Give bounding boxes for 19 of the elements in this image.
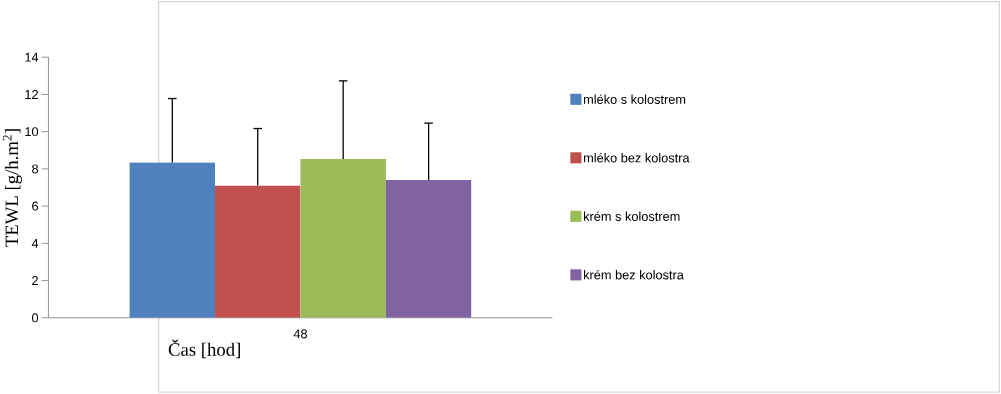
legend-label: krém s kolostrem <box>583 211 680 222</box>
y-tick-label: 2 <box>32 276 38 286</box>
bar <box>385 180 472 318</box>
y-tick-label: 10 <box>25 127 39 137</box>
y-tick-label: 8 <box>32 164 39 174</box>
bar <box>129 162 216 318</box>
y-tick-label: 14 <box>25 52 39 62</box>
bar <box>215 185 301 318</box>
legend-label: mléko s kolostrem <box>583 94 686 105</box>
legend-label: mléko bez kolostra <box>583 153 690 163</box>
legend-label: krém bez kolostra <box>583 270 684 280</box>
x-tick-label: 48 <box>293 329 307 339</box>
y-axis-title: TEWL [g/h.m$^{2}$] <box>2 129 22 247</box>
y-tick-label: 12 <box>25 90 38 99</box>
y-tick-label: 6 <box>32 201 39 211</box>
bar <box>300 159 386 318</box>
y-tick-label: 4 <box>31 239 39 248</box>
x-axis-title: Čas [hod] <box>168 339 240 359</box>
y-tick-label: 0 <box>31 313 39 323</box>
